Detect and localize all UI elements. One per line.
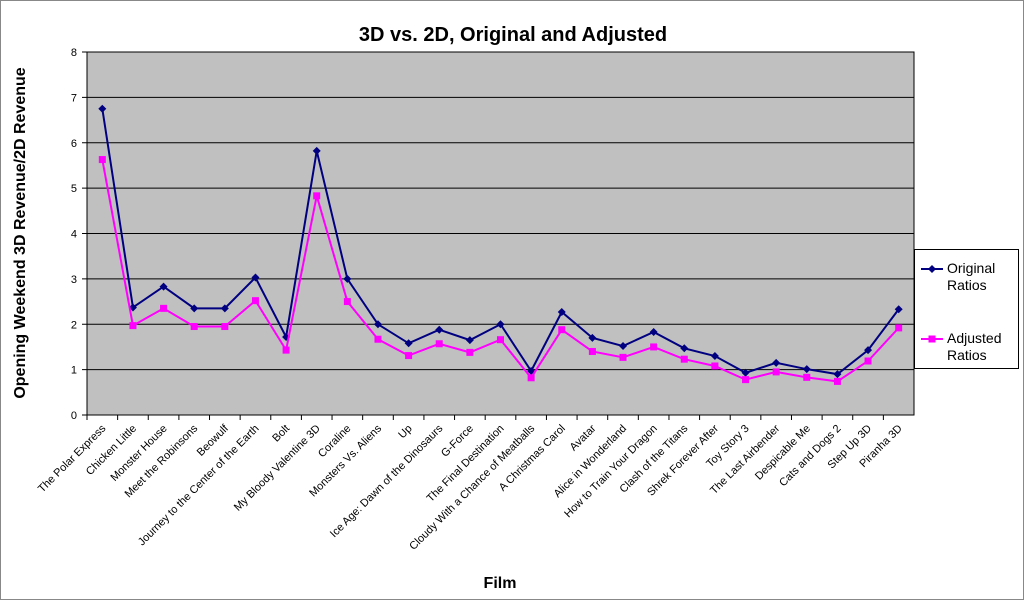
marker <box>557 307 566 316</box>
marker <box>710 352 719 361</box>
marker <box>803 373 811 381</box>
chart-title: 3D vs. 2D, Original and Adjusted <box>359 24 667 46</box>
y-tick-label: 0 <box>71 410 77 422</box>
marker <box>129 322 137 330</box>
y-tick-label: 2 <box>71 319 77 331</box>
marker <box>619 353 627 361</box>
legend-label: Adjusted Ratios <box>947 330 1002 363</box>
marker <box>313 192 321 200</box>
marker <box>160 304 168 312</box>
marker <box>435 325 444 334</box>
marker <box>465 336 474 345</box>
x-tick-label: Up <box>396 423 414 441</box>
marker <box>649 327 658 336</box>
marker <box>588 347 596 355</box>
marker <box>435 340 443 348</box>
marker <box>895 324 903 332</box>
marker <box>251 273 260 282</box>
marker <box>220 304 229 313</box>
marker <box>527 374 535 382</box>
marker <box>802 365 811 374</box>
marker <box>619 342 628 351</box>
marker <box>374 335 382 343</box>
marker <box>221 323 229 331</box>
marker <box>497 336 504 344</box>
marker <box>864 357 872 365</box>
legend: Original Ratios Adjusted Ratios <box>914 249 1019 369</box>
marker <box>404 339 413 348</box>
y-tick-label: 4 <box>71 229 77 241</box>
x-axis-label: Film <box>484 575 517 592</box>
marker <box>159 282 168 291</box>
legend-key <box>921 265 943 273</box>
marker <box>680 355 688 363</box>
marker <box>282 346 290 354</box>
x-tick-label: Bolt <box>270 423 292 445</box>
marker <box>190 304 199 313</box>
legend-marker <box>928 265 936 273</box>
marker <box>98 104 107 113</box>
marker <box>312 146 321 155</box>
y-tick-label: 7 <box>71 92 77 104</box>
marker <box>98 156 106 164</box>
marker <box>772 358 781 367</box>
y-tick-label: 5 <box>71 183 77 195</box>
marker <box>680 344 689 353</box>
legend-marker <box>928 335 936 343</box>
marker <box>741 368 750 377</box>
y-tick-label: 3 <box>71 274 77 286</box>
marker <box>833 370 842 379</box>
marker <box>405 352 413 360</box>
y-axis-label: Opening Weekend 3D Revenue/2D Revenue <box>12 67 29 398</box>
marker <box>864 346 873 355</box>
marker <box>343 298 351 306</box>
marker <box>251 297 259 305</box>
legend-key <box>921 335 943 343</box>
marker <box>466 348 474 356</box>
marker <box>373 320 382 329</box>
marker <box>833 377 841 385</box>
marker <box>190 323 198 331</box>
marker <box>588 333 597 342</box>
marker <box>343 274 352 283</box>
marker <box>772 368 780 376</box>
marker <box>558 326 566 334</box>
legend-label: Original Ratios <box>947 260 996 293</box>
y-tick-label: 6 <box>71 138 77 150</box>
marker <box>650 343 658 351</box>
marker <box>496 320 505 329</box>
marker <box>894 305 903 314</box>
marker <box>742 376 750 384</box>
y-tick-label: 8 <box>71 47 77 59</box>
y-tick-label: 1 <box>71 365 77 377</box>
marker <box>711 362 719 370</box>
